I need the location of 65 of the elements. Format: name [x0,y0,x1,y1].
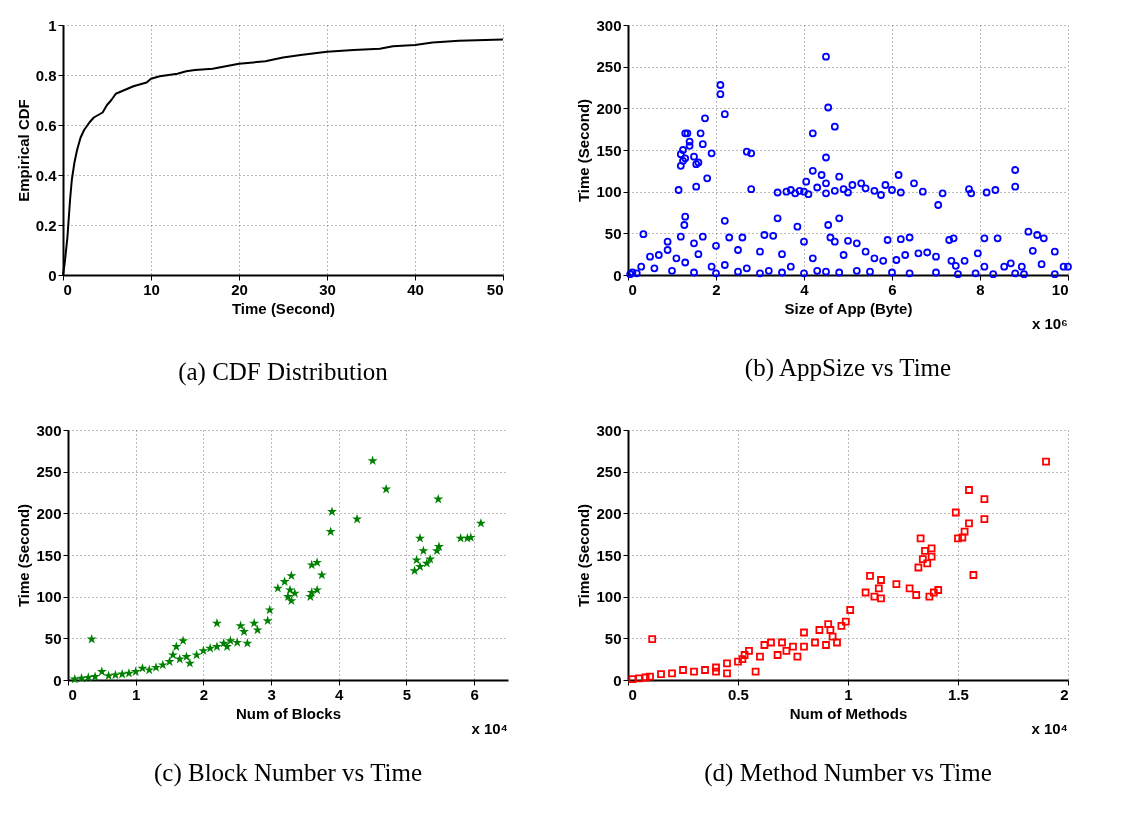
y-tick-label: 150 [596,141,622,159]
x-tick-label: 50 [486,280,504,298]
text: x 10⁴ [1031,720,1068,737]
y-tick-label: 100 [36,588,62,606]
x-axis-title: Num of Methods [789,704,908,722]
x-tick-label: 2 [712,280,721,298]
x-tick-label: 6 [888,280,897,298]
y-tick-label: 300 [596,421,622,439]
x-axis-title: Size of App (Byte) [784,299,913,317]
y-tick-label: 0.8 [35,66,57,84]
y-axis-title: Time (Second) [575,503,593,608]
y-tick-label: 200 [36,504,62,522]
x-tick-label: 0 [628,685,637,703]
y-axis-title: Time (Second) [15,503,33,608]
y-tick-label: 200 [596,504,622,522]
y-tick-label: 200 [596,99,622,117]
x-tick-label: 1.5 [948,685,969,703]
x-tick-label: 5 [402,685,412,703]
x-tick-label: 1 [132,685,141,703]
x-tick-label: 0.5 [728,685,749,703]
x-tick-label: 8 [976,280,985,298]
y-tick-label: 300 [36,421,62,439]
y-tick-label: 0 [53,671,62,689]
x-tick-label: 0 [628,280,637,298]
x-tick-label: 4 [800,280,810,298]
x-tick-label: 30 [319,280,336,298]
x-tick-label: 0 [68,685,77,703]
y-tick-label: 1 [48,16,57,34]
y-tick-label: 0.4 [35,166,58,184]
y-tick-label: 250 [36,463,62,481]
text: (a) CDF Distribution [178,358,389,386]
y-tick-label: 250 [596,58,622,76]
y-tick-label: 150 [596,546,622,564]
text: x 10⁴ [471,720,508,737]
x-tick-label: 1 [844,685,853,703]
y-tick-label: 50 [44,629,62,647]
y-tick-label: 300 [596,16,622,34]
y-axis-title: Empirical CDF [14,99,32,202]
x-axis-title: Num of Blocks [235,704,342,722]
y-tick-label: 0 [613,671,622,689]
x-tick-label: 10 [1051,280,1069,298]
text: (d) Method Number vs Time [704,759,992,787]
x-tick-label: 2 [1060,685,1069,703]
y-tick-label: 0 [48,266,57,284]
y-tick-label: 0.2 [35,216,57,234]
x-tick-label: 3 [267,685,276,703]
y-tick-label: 0 [613,266,622,284]
text: (b) AppSize vs Time [744,354,952,382]
y-tick-label: 100 [596,183,622,201]
x-tick-label: 2 [199,685,209,703]
y-tick-label: 50 [604,629,622,647]
y-tick-label: 150 [36,546,62,564]
y-tick-label: 50 [604,224,622,242]
text: x 10⁶ [1031,315,1068,332]
x-axis-title: Time (Second) [231,299,336,317]
x-tick-label: 4 [335,685,345,703]
x-tick-label: 6 [470,685,479,703]
y-axis-title: Time (Second) [575,98,593,203]
y-tick-label: 0.6 [35,116,57,134]
y-tick-label: 250 [596,463,622,481]
x-tick-label: 40 [407,280,424,298]
x-tick-label: 20 [231,280,248,298]
x-tick-label: 10 [143,280,160,298]
text: (c) Block Number vs Time [153,759,423,787]
y-tick-label: 100 [596,588,622,606]
